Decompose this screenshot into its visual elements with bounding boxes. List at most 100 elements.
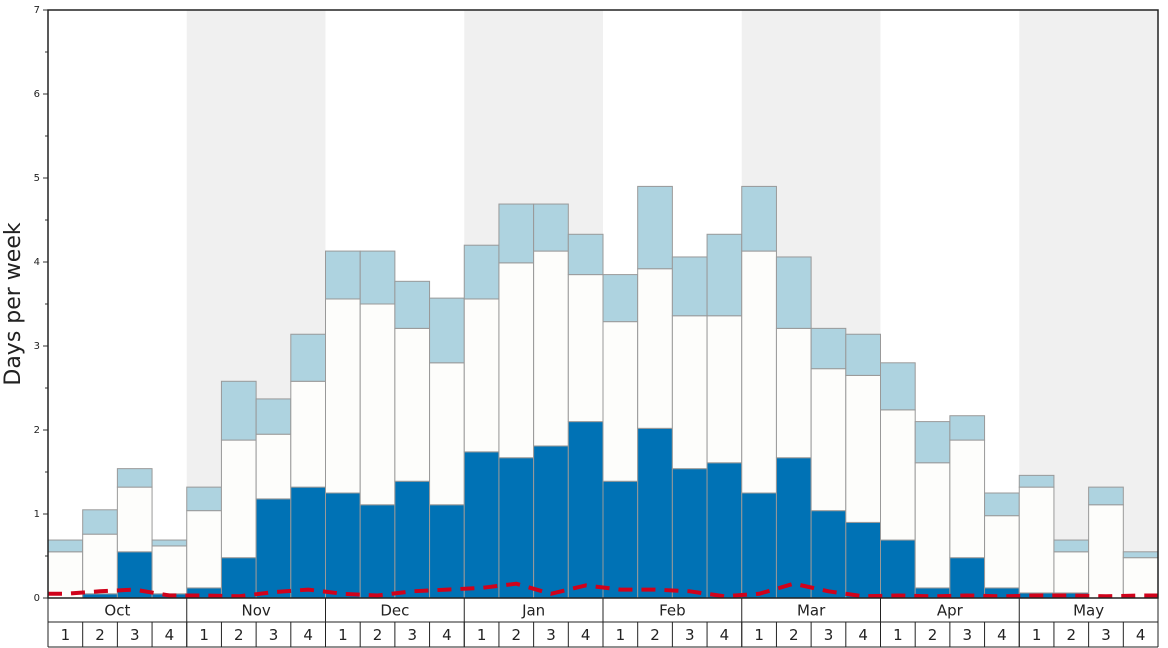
bar-segment — [775, 457, 812, 599]
bar-segment — [290, 380, 326, 488]
x-tick-label: 3 — [824, 626, 834, 644]
bar-segment — [255, 398, 292, 435]
x-tick-label: 1 — [616, 626, 626, 644]
x-tick-label: 3 — [1101, 626, 1111, 644]
month-label: Feb — [659, 602, 686, 620]
bar-segment — [949, 415, 986, 441]
x-tick-label: 1 — [199, 626, 209, 644]
x-tick-label: 1 — [477, 626, 487, 644]
x-tick-label: 2 — [373, 626, 383, 644]
x-tick-label: 4 — [997, 626, 1007, 644]
bar-segment — [1088, 504, 1124, 599]
x-tick-label: 1 — [61, 626, 71, 644]
bar-segment — [116, 486, 153, 553]
bar-segment — [1053, 539, 1090, 553]
bar-segment — [463, 298, 500, 453]
month-label: Oct — [104, 602, 130, 620]
bar-segment — [637, 268, 673, 429]
bar-segment — [290, 333, 326, 382]
bar-segment — [116, 468, 153, 488]
bar-segment — [914, 421, 951, 464]
y-tick-label: 1 — [34, 509, 40, 520]
bar-segment — [325, 298, 361, 494]
bar-segment — [498, 262, 535, 459]
bar-segment — [810, 327, 847, 370]
x-tick-label: 2 — [650, 626, 660, 644]
bar-segment — [255, 498, 292, 599]
x-tick-label: 4 — [720, 626, 730, 644]
x-tick-label: 4 — [303, 626, 313, 644]
bar-segment — [498, 457, 535, 599]
x-tick-label: 2 — [928, 626, 938, 644]
bar-segment — [810, 368, 847, 512]
y-tick-label: 7 — [34, 5, 40, 16]
bar-segment — [151, 539, 188, 547]
month-label: Jan — [521, 602, 545, 620]
bar-segment — [325, 250, 361, 300]
bar-segment — [429, 297, 465, 364]
bar-segment — [533, 250, 569, 447]
x-tick-label: 2 — [789, 626, 799, 644]
bar-segment — [1088, 486, 1124, 506]
bar-segment — [810, 510, 847, 599]
bar-segment — [186, 510, 222, 589]
bar-segment — [47, 539, 84, 553]
y-tick-label: 5 — [34, 173, 40, 184]
x-tick-label: 3 — [685, 626, 695, 644]
month-label: Mar — [797, 602, 826, 620]
bar-segment — [845, 521, 881, 599]
bar-segment — [394, 327, 431, 482]
x-tick-label: 2 — [234, 626, 244, 644]
month-label: May — [1073, 602, 1104, 620]
bar-segment — [671, 256, 708, 317]
bar-segment — [567, 233, 604, 276]
bar-segment — [602, 480, 639, 599]
bar-segment — [602, 274, 639, 323]
bar-segment — [1018, 474, 1055, 488]
y-tick-label: 6 — [34, 89, 40, 100]
bar-segment — [463, 451, 500, 599]
bar-segment — [775, 327, 812, 459]
x-tick-label: 2 — [512, 626, 522, 644]
bar-segment — [498, 203, 535, 264]
bar-segment — [949, 557, 986, 599]
bar-segment — [463, 244, 500, 300]
bar-segment — [220, 380, 257, 441]
bar-segment — [706, 462, 743, 599]
x-tick-label: 1 — [754, 626, 764, 644]
bar-segment — [671, 468, 708, 599]
bar-segment — [984, 515, 1020, 589]
bar-segment — [845, 374, 881, 523]
x-tick-label: 4 — [165, 626, 175, 644]
x-tick-label: 2 — [95, 626, 105, 644]
bar-segment — [429, 362, 465, 506]
x-tick-label: 3 — [546, 626, 556, 644]
bar-segment — [359, 250, 396, 305]
bar-segment — [82, 533, 118, 595]
bar-segment — [533, 203, 569, 252]
month-label: Nov — [241, 602, 270, 620]
x-tick-label: 1 — [893, 626, 903, 644]
bar-segment — [671, 315, 708, 470]
bar-segment — [914, 462, 951, 589]
bar-segment — [255, 433, 292, 500]
bar-segment — [949, 439, 986, 559]
month-label: Apr — [937, 602, 964, 620]
bar-segment — [220, 439, 257, 559]
bar-segment — [602, 321, 639, 482]
bar-segment — [220, 557, 257, 599]
month-label: Dec — [380, 602, 409, 620]
x-tick-label: 3 — [269, 626, 279, 644]
bar-segment — [637, 427, 673, 599]
bar-segment — [567, 421, 604, 599]
bar-segment — [706, 233, 743, 317]
bar-segment — [151, 545, 188, 595]
bar-segment — [394, 280, 431, 329]
x-tick-label: 4 — [581, 626, 591, 644]
bar-segment — [880, 362, 916, 411]
bar-segment — [567, 274, 604, 423]
x-tick-label: 2 — [1067, 626, 1077, 644]
y-tick-label: 0 — [34, 593, 40, 604]
y-tick-label: 4 — [34, 257, 40, 268]
